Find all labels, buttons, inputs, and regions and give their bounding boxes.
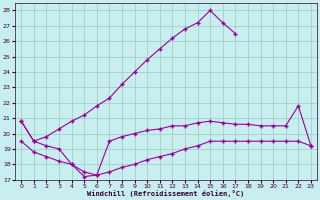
X-axis label: Windchill (Refroidissement éolien,°C): Windchill (Refroidissement éolien,°C)	[87, 190, 245, 197]
